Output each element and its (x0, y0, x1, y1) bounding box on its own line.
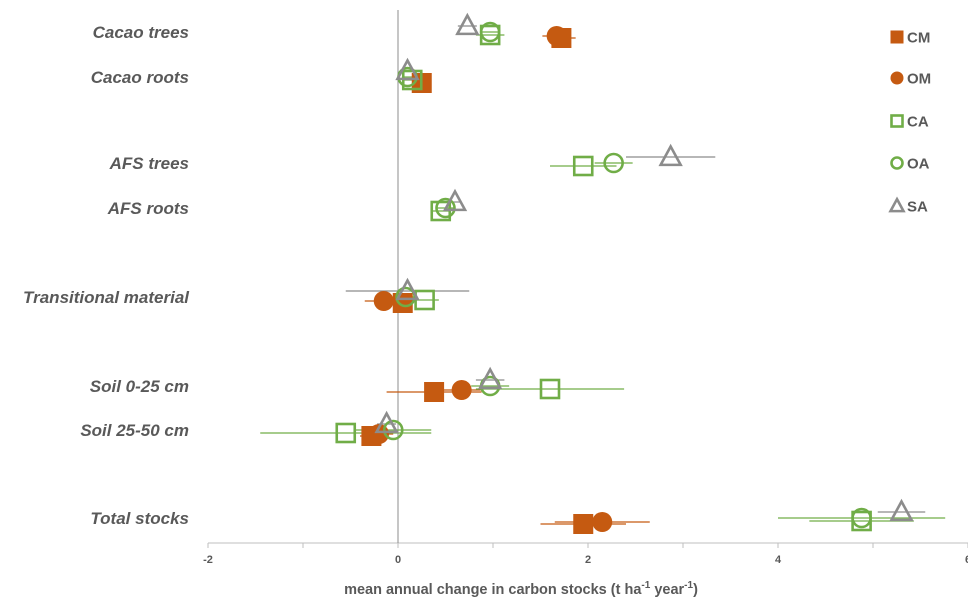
legend: CM OM CA OA SA (888, 30, 931, 216)
category-label-afs-roots: AFS roots (107, 199, 189, 218)
marker-sa-soil-25-50-cm (374, 410, 399, 434)
marker-ca-soil-25-50-cm (335, 422, 357, 444)
category-label-total-stocks: Total stocks (90, 509, 189, 528)
x-tick-label: 0 (395, 554, 401, 566)
legend-label-oa: OA (907, 156, 930, 173)
marker-sa-transitional-material (395, 277, 420, 301)
marker-ca-afs-trees (572, 155, 594, 177)
legend-label-sa: SA (907, 199, 928, 216)
marker-sa-total-stocks (889, 498, 914, 522)
x-axis-title: mean annual change in carbon stocks (t h… (344, 580, 698, 598)
legend-label-ca: CA (907, 114, 929, 131)
marker-oa-soil-25-50-cm (382, 419, 404, 441)
x-tick-labels: -2 0 2 4 6 (203, 554, 968, 566)
marker-sa-soil-0-25-cm (477, 366, 503, 390)
marker-sa-cacao-trees (455, 12, 480, 36)
category-label-soil-25-50-cm: Soil 25-50 cm (80, 421, 189, 440)
marker-oa-afs-roots (435, 197, 456, 219)
marker-oa-total-stocks (851, 507, 872, 529)
legend-marker-sa (888, 196, 906, 213)
marker-om-total-stocks (592, 512, 613, 532)
x-tick-label: 6 (965, 554, 968, 566)
x-tick-label: -2 (203, 554, 213, 566)
category-label-cacao-trees: Cacao trees (93, 23, 189, 42)
marker-oa-cacao-trees (479, 21, 501, 43)
legend-marker-cm (890, 30, 904, 44)
category-label-afs-trees: AFS trees (109, 154, 189, 173)
marker-cm-soil-0-25-cm (424, 382, 445, 402)
legend-label-om: OM (907, 71, 931, 88)
error-bars (260, 25, 946, 525)
x-tick-label: 4 (775, 554, 782, 566)
marker-ca-soil-0-25-cm (539, 378, 561, 400)
marker-oa-transitional-material (395, 286, 416, 308)
category-labels: Cacao trees Cacao roots AFS trees AFS roots… (23, 23, 190, 528)
axes-layer (207, 10, 968, 548)
marker-sa-afs-roots (442, 188, 468, 212)
legend-marker-oa (890, 156, 904, 170)
legend-marker-om (890, 71, 904, 85)
marker-oa-afs-trees (603, 152, 624, 174)
category-label-soil-0-25-cm: Soil 0-25 cm (90, 377, 189, 396)
legend-marker-ca (890, 114, 904, 128)
marker-om-cacao-trees (546, 26, 567, 46)
data-markers (335, 12, 914, 534)
legend-label-cm: CM (907, 30, 930, 47)
category-label-cacao-roots: Cacao roots (91, 68, 189, 87)
x-tick-label: 2 (585, 554, 591, 566)
marker-cm-total-stocks (573, 514, 594, 534)
marker-sa-afs-trees (658, 143, 683, 167)
marker-om-soil-0-25-cm (451, 380, 472, 400)
marker-sa-cacao-roots (395, 57, 420, 81)
category-label-transitional-material: Transitional material (23, 288, 190, 307)
marker-om-transitional-material (373, 291, 394, 311)
